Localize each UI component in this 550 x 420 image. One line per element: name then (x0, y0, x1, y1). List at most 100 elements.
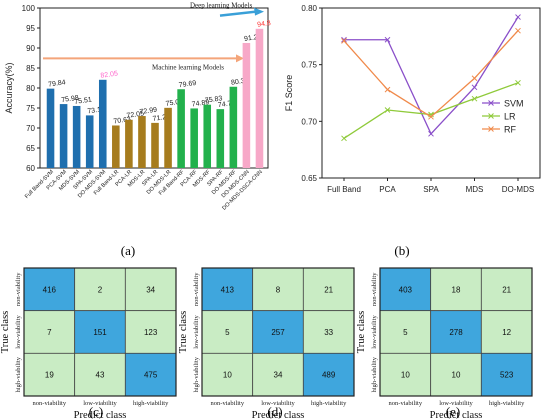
cm-cell-value: 278 (449, 328, 463, 337)
cm-y-tick-label: high-viability (371, 356, 378, 392)
series-point (515, 79, 521, 86)
y-axis-label: Accuracy(%) (4, 62, 14, 113)
cm-cell-value: 151 (93, 328, 107, 337)
legend-marker (488, 113, 494, 119)
y-tick-label: 90 (26, 44, 35, 53)
cm-x-tick-label: high-viability (311, 400, 347, 407)
legend-label: RF (504, 125, 516, 135)
series-point (471, 95, 478, 102)
cm-cell (480, 310, 533, 354)
cm-cell-value: 413 (221, 285, 235, 294)
cm-cell (379, 267, 432, 312)
series-point (428, 130, 434, 137)
y-tick-label: 60 (26, 164, 35, 173)
bar (190, 108, 198, 168)
bar (151, 122, 159, 168)
cm-y-tick-label: non-viability (193, 272, 200, 306)
bar (203, 104, 212, 168)
x-tick-label: MDS (466, 185, 484, 194)
cm-cell (124, 267, 177, 312)
cm-cell-value: 34 (146, 285, 155, 294)
cm-cell (379, 310, 432, 354)
bar (242, 42, 251, 168)
bar-value-label: 75.98 (61, 95, 79, 104)
cm-cell (201, 352, 254, 397)
dl-arrow-head (254, 7, 264, 16)
bar-value-label: 75.51 (74, 97, 92, 106)
series-point (384, 86, 391, 93)
y-tick-label: 70 (26, 124, 35, 133)
cm-cell-value: 416 (43, 285, 57, 294)
cm-x-tick-label: low-viability (439, 400, 473, 407)
cm-cell-value: 489 (322, 371, 336, 380)
panel-label-a: (a) (121, 243, 135, 258)
bar (59, 104, 68, 168)
cm-x-tick-label: non-viability (389, 400, 423, 407)
bar-value-label: 72.99 (139, 107, 157, 116)
cm-frame (379, 267, 533, 397)
confusion-matrix-e: 403 18 21 5 278 12 10 10 523 non-viability non-via… (356, 267, 533, 420)
bar-value-label: 79.84 (48, 79, 66, 88)
cm-y-axis-label: True class (356, 311, 367, 354)
y-tick-label: 75 (26, 104, 35, 113)
y-tick-label: 85 (26, 64, 35, 73)
cm-y-tick-label: non-viability (15, 272, 22, 306)
cm-frame (23, 267, 177, 397)
cm-x-axis-label: Predict class (252, 410, 305, 420)
cm-x-tick-label: high-viability (489, 400, 525, 407)
series-point (471, 84, 478, 91)
x-tick-label: SPA (423, 185, 439, 194)
bar-value-label: 91.26 (244, 34, 262, 43)
cm-cell-value: 403 (399, 285, 413, 294)
legend-label: LR (504, 112, 516, 122)
cm-cell-value: 21 (502, 285, 511, 294)
cm-cell-value: 257 (271, 328, 285, 337)
series-point (341, 38, 347, 44)
y-tick-label: 65 (26, 144, 35, 153)
cm-y-tick-label: high-viability (15, 356, 22, 392)
bar (125, 119, 133, 168)
bar-value-label: 79.69 (178, 80, 196, 89)
cm-cell (430, 310, 482, 354)
bar (216, 109, 225, 168)
bar-value-label: 71.28 (152, 113, 170, 122)
cm-cell-value: 123 (144, 328, 158, 337)
cm-cell (252, 310, 304, 354)
cm-cell (74, 352, 126, 397)
cm-x-tick-label: low-viability (261, 400, 295, 407)
cm-x-tick-label: non-viability (211, 400, 245, 407)
series-point (384, 107, 391, 113)
cm-y-tick-label: high-viability (193, 356, 200, 392)
y-axis-label: F1 Score (284, 75, 294, 112)
cm-x-tick-label: low-viability (83, 400, 117, 407)
cm-cell-value: 10 (401, 371, 410, 380)
bar-chart-panel: 60 65 70 75 80 85 90 95 100 Accuracy(%) Machine le… (4, 2, 271, 212)
panel-label-e: (e) (446, 404, 460, 419)
cm-cell-value: 8 (276, 285, 281, 294)
cm-cell (302, 352, 355, 397)
cm-cell (23, 267, 76, 312)
y-tick-label: 0.65 (301, 174, 317, 183)
series-point (341, 36, 347, 43)
cm-cell-value: 10 (223, 371, 232, 380)
x-tick-label: Full Band (327, 185, 361, 194)
bar (255, 28, 264, 168)
x-tick-label: DO-MDS (502, 185, 534, 194)
cm-cell-value: 18 (452, 285, 461, 294)
cm-cell-value: 34 (274, 371, 283, 380)
cm-cell (252, 267, 304, 312)
x-tick-label: PCA (379, 185, 396, 194)
series-point (515, 14, 521, 20)
cm-cell (201, 310, 254, 354)
cm-cell-value: 5 (225, 328, 230, 337)
cm-cell-value: 7 (47, 328, 52, 337)
cm-y-tick-label: low-viability (15, 314, 22, 348)
cm-y-axis-label: True class (178, 311, 189, 354)
cm-y-tick-label: low-viability (193, 314, 200, 348)
bar (85, 115, 94, 168)
y-tick-label: 0.75 (301, 61, 317, 70)
cm-cell-value: 12 (502, 328, 511, 337)
bar-value-label: 80.31 (231, 77, 249, 86)
legend-marker (488, 100, 494, 106)
